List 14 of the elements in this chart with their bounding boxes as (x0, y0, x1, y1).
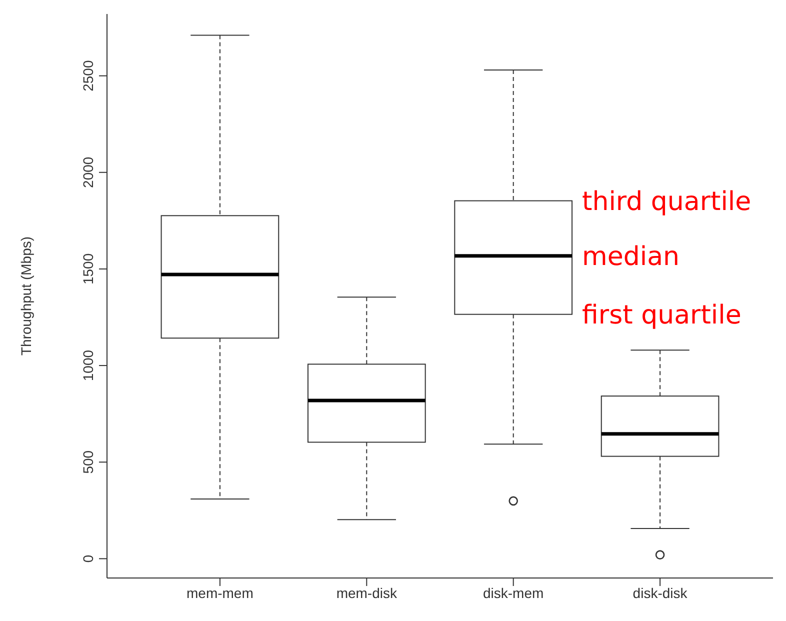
x-tick-label: mem-disk (336, 584, 398, 601)
x-tick-label: mem-mem (186, 584, 254, 601)
annotation: third quartile (582, 186, 752, 217)
y-tick-label: 500 (80, 450, 96, 474)
y-axis-title: Throughput (Mbps) (18, 236, 34, 356)
y-tick-label: 2500 (80, 60, 96, 92)
y-tick-label: 0 (80, 554, 96, 563)
x-tick-label: disk-disk (632, 584, 688, 601)
y-tick-label: 2000 (80, 156, 96, 188)
y-tick-label: 1000 (80, 350, 96, 382)
y-tick-label: 1500 (80, 253, 96, 285)
annotation: first quartile (582, 300, 742, 330)
annotation: median (582, 242, 680, 272)
x-tick-label: disk-mem (483, 584, 544, 601)
